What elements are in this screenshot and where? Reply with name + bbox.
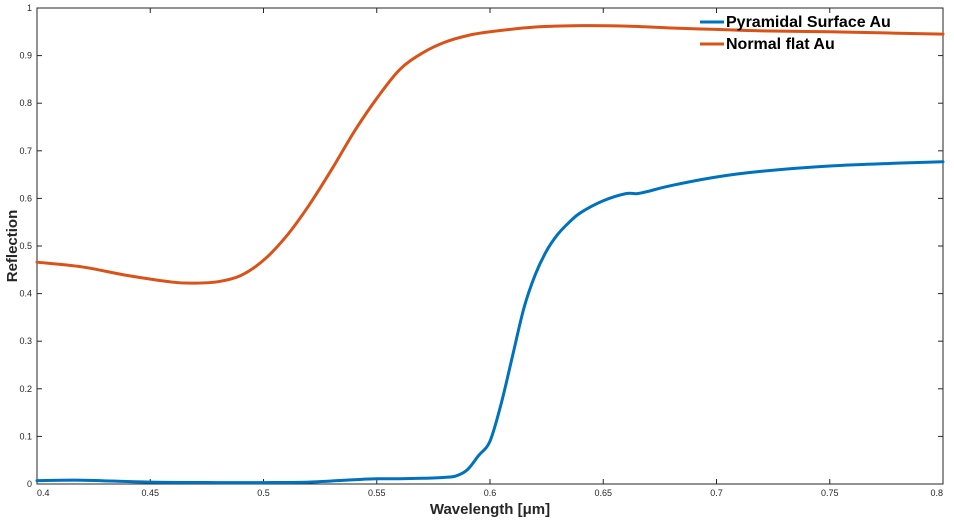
y-tick-label: 0.3 [19, 336, 32, 346]
legend-label: Normal flat Au [726, 36, 835, 53]
x-tick-label: 0.75 [821, 488, 839, 498]
y-tick-label: 0 [27, 479, 32, 489]
y-tick-label: 0.7 [19, 146, 32, 156]
x-tick-label: 0.7 [710, 488, 723, 498]
x-tick-label: 0.8 [930, 488, 943, 498]
x-tick-label: 0.6 [484, 488, 497, 498]
legend: Pyramidal Surface Au Normal flat Au [700, 14, 891, 53]
y-tick-label: 0.1 [19, 431, 32, 441]
series-line-pyramidal-surface-au [35, 160, 945, 485]
y-tick-label: 0.8 [19, 98, 32, 108]
x-axis-label: Wavelength [μm] [430, 501, 550, 518]
x-tick-label: 0.55 [368, 488, 386, 498]
legend-label: Pyramidal Surface Au [726, 14, 891, 31]
x-tick-label: 0.45 [141, 488, 159, 498]
plot-area [36, 7, 944, 485]
x-tick-label: 0.4 [37, 488, 50, 498]
y-tick-label: 0.6 [19, 193, 32, 203]
y-axis-label: Reflection [4, 210, 21, 283]
x-tick-label: 0.65 [594, 488, 612, 498]
y-tick-label: 1 [27, 3, 32, 13]
y-tick-label: 0.9 [19, 51, 32, 61]
ticks-layer: 0.4 0.45 0.5 0.55 0.6 0.65 0.7 0.75 0.8 0 0.1 0.2 0.… [19, 3, 944, 498]
x-tick-label: 0.5 [257, 488, 270, 498]
series-line-normal-flat-au [35, 24, 945, 285]
y-tick-label: 0.5 [19, 241, 32, 251]
series-layer [35, 24, 945, 485]
y-tick-label: 0.2 [19, 384, 32, 394]
y-tick-label: 0.4 [19, 289, 32, 299]
